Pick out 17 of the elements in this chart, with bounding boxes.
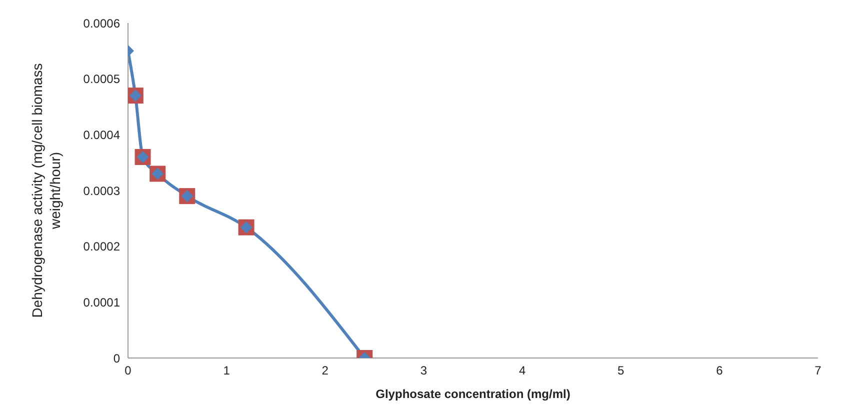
x-tick-label: 5 <box>618 364 625 378</box>
x-tick-label: 2 <box>322 364 329 378</box>
y-axis-title: Dehydrogenase activity (mg/cell biomass weight/hour) <box>29 63 63 318</box>
y-tick-label: 0 <box>113 351 120 366</box>
y-tick-label: 0.0004 <box>83 128 120 142</box>
y-tick-label: 0.0006 <box>83 16 120 30</box>
y-tick-label: 0.0003 <box>83 184 120 198</box>
x-axis-title: Glyphosate concentration (mg/ml) <box>376 387 570 401</box>
x-tick-label: 1 <box>223 364 230 378</box>
x-tick-label: 7 <box>814 364 822 378</box>
y-tick-label: 0.0002 <box>83 240 120 254</box>
y-tick-label: 0.0001 <box>83 295 120 310</box>
x-tick-label: 6 <box>716 364 724 378</box>
x-tick-label: 3 <box>420 364 428 378</box>
x-tick-label: 0 <box>124 364 132 378</box>
y-tick-label: 0.0005 <box>83 72 120 86</box>
x-tick-label: 4 <box>518 364 526 378</box>
